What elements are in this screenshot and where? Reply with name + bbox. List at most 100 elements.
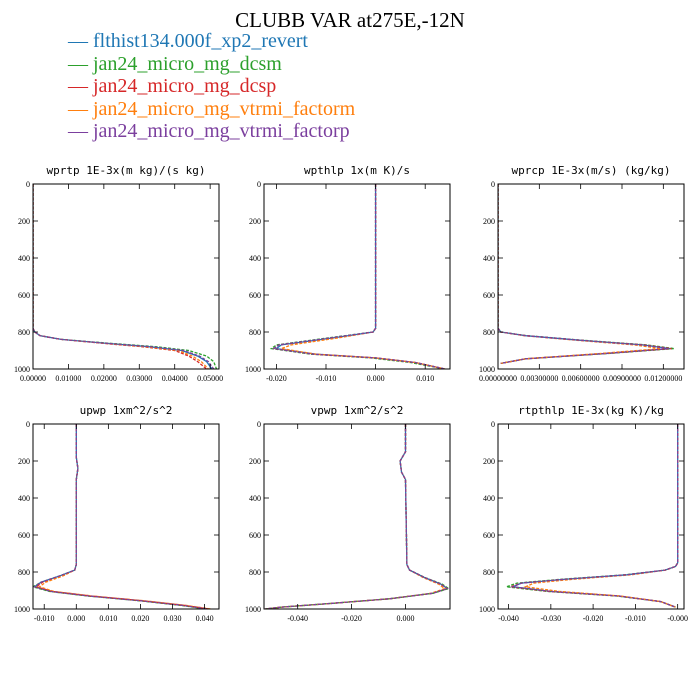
legend-label: jan24_micro_mg_dcsm xyxy=(93,52,282,75)
series-line xyxy=(269,184,446,369)
y-tick-label: 800 xyxy=(249,568,261,577)
legend: — flthist134.000f_xp2_revert — jan24_mic… xyxy=(68,30,355,143)
legend-item: — jan24_micro_mg_vtrmi_factorm xyxy=(68,98,355,121)
legend-item: — jan24_micro_mg_vtrmi_factorp xyxy=(68,120,355,143)
x-tick-label: 0.00300000 xyxy=(520,374,558,383)
series-line xyxy=(498,184,671,365)
plot-frame xyxy=(32,183,220,370)
y-tick-label: 600 xyxy=(483,291,495,300)
y-tick-label: 0 xyxy=(26,420,30,429)
series-line xyxy=(34,424,210,609)
series-line xyxy=(33,184,209,369)
x-tick-label: 0.03000 xyxy=(126,374,152,383)
y-tick-label: 200 xyxy=(18,457,30,466)
y-tick-label: 400 xyxy=(18,254,30,263)
plot-frame xyxy=(263,423,451,610)
y-tick-label: 1000 xyxy=(14,605,30,614)
panel-title: vpwp 1xm^2/s^2 xyxy=(311,404,404,417)
series-line xyxy=(523,424,679,608)
figure-title: CLUBB VAR at275E,-12N xyxy=(235,8,465,32)
series-line xyxy=(265,424,449,609)
y-tick-label: 0 xyxy=(491,180,495,189)
x-tick-label: -0.020 xyxy=(266,374,287,383)
y-tick-label: 400 xyxy=(18,494,30,503)
legend-swatch: — xyxy=(68,97,93,120)
legend-swatch: — xyxy=(68,75,93,97)
series-line xyxy=(33,184,208,369)
series-line xyxy=(510,424,679,608)
x-tick-label: -0.030 xyxy=(541,614,562,623)
x-tick-label: -0.010 xyxy=(625,614,646,623)
y-tick-label: 800 xyxy=(18,328,30,337)
series-line xyxy=(33,184,213,369)
panel-title: rtpthlp 1E-3x(kg K)/kg xyxy=(518,404,664,417)
x-tick-label: 0.000 xyxy=(67,614,85,623)
series-line xyxy=(265,424,450,609)
plot-frame xyxy=(497,183,685,370)
series-line xyxy=(265,424,449,609)
legend-swatch: — xyxy=(68,30,93,52)
series-line xyxy=(498,184,661,365)
y-tick-label: 1000 xyxy=(479,365,495,374)
y-tick-label: 200 xyxy=(18,217,30,226)
series-line xyxy=(498,184,672,365)
x-tick-label: -0.040 xyxy=(498,614,519,623)
y-tick-label: 0 xyxy=(257,420,261,429)
series-line xyxy=(510,424,679,608)
series-line xyxy=(506,424,679,608)
y-tick-label: 600 xyxy=(483,531,495,540)
x-tick-label: 0.040 xyxy=(196,614,214,623)
y-tick-label: 200 xyxy=(483,217,495,226)
x-tick-label: 0.05000 xyxy=(197,374,223,383)
y-tick-label: 1000 xyxy=(245,365,261,374)
x-tick-label: -0.020 xyxy=(341,614,362,623)
series-line xyxy=(272,184,446,369)
panel-title: wprcp 1E-3x(m/s) (kg/kg) xyxy=(512,164,671,177)
legend-item: — jan24_micro_mg_dcsp xyxy=(68,75,355,98)
x-tick-label: 0.00900000 xyxy=(603,374,641,383)
x-tick-label: -0.010 xyxy=(316,374,337,383)
x-tick-label: 0.00000 xyxy=(20,374,46,383)
x-tick-label: 0.020 xyxy=(131,614,149,623)
y-tick-label: 800 xyxy=(483,328,495,337)
x-tick-label: 0.000 xyxy=(367,374,385,383)
legend-swatch: — xyxy=(68,120,93,142)
y-tick-label: 600 xyxy=(18,291,30,300)
series-line xyxy=(33,184,218,369)
x-tick-label: 0.010 xyxy=(416,374,434,383)
x-tick-label: 0.00600000 xyxy=(562,374,600,383)
series-line xyxy=(33,424,208,609)
x-tick-label: 0.01200000 xyxy=(644,374,682,383)
plot-frame xyxy=(32,423,220,610)
legend-swatch: — xyxy=(68,52,93,75)
series-line xyxy=(498,184,669,365)
x-tick-label: -0.040 xyxy=(287,614,308,623)
y-tick-label: 800 xyxy=(18,568,30,577)
y-tick-label: 200 xyxy=(249,457,261,466)
x-tick-label: -0.010 xyxy=(34,614,55,623)
series-line xyxy=(498,184,675,365)
y-tick-label: 200 xyxy=(249,217,261,226)
y-tick-label: 0 xyxy=(26,180,30,189)
plot-frame xyxy=(497,423,685,610)
y-tick-label: 1000 xyxy=(245,605,261,614)
y-tick-label: 600 xyxy=(249,291,261,300)
y-tick-label: 600 xyxy=(18,531,30,540)
series-line xyxy=(37,424,212,609)
series-line xyxy=(33,184,215,369)
y-tick-label: 400 xyxy=(249,254,261,263)
y-tick-label: 400 xyxy=(249,494,261,503)
legend-label: flthist134.000f_xp2_revert xyxy=(93,30,308,52)
plot-frame xyxy=(263,183,451,370)
x-tick-label: 0.000 xyxy=(397,614,415,623)
y-tick-label: 200 xyxy=(483,457,495,466)
series-line xyxy=(265,424,449,609)
x-tick-label: 0.030 xyxy=(164,614,182,623)
panel-title: upwp 1xm^2/s^2 xyxy=(80,404,173,417)
y-tick-label: 400 xyxy=(483,494,495,503)
y-tick-label: 400 xyxy=(483,254,495,263)
series-line xyxy=(265,424,446,609)
x-tick-label: -0.000 xyxy=(667,614,688,623)
